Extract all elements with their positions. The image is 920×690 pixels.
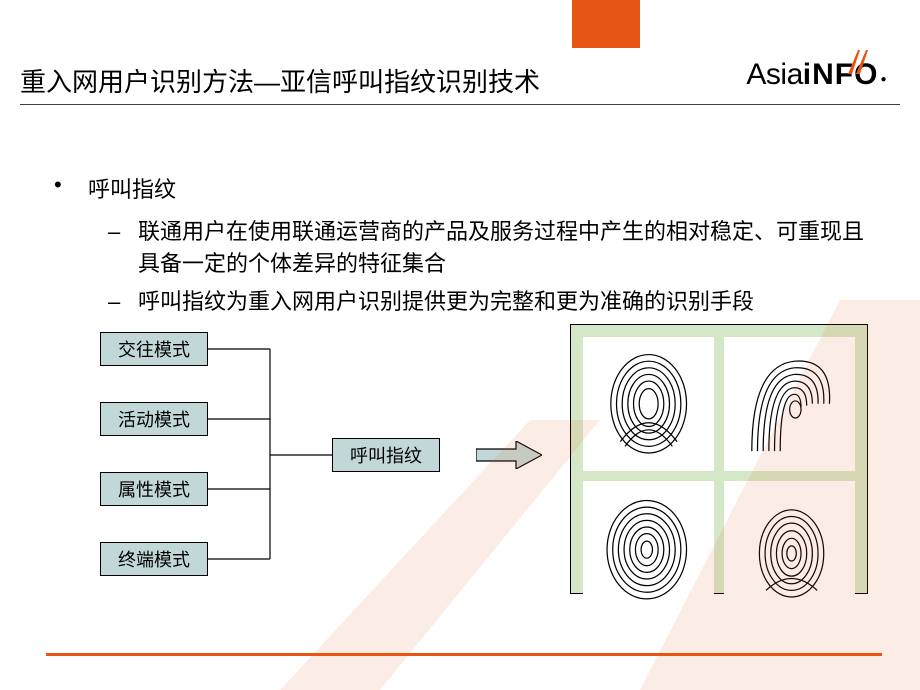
node-n2: 活动模式 bbox=[100, 402, 208, 436]
node-n3: 属性模式 bbox=[100, 472, 208, 506]
bullet-main: 呼叫指纹 bbox=[54, 172, 874, 204]
footer-accent-line bbox=[46, 653, 882, 656]
node-n5: 呼叫指纹 bbox=[332, 438, 440, 472]
fingerprint-4 bbox=[724, 481, 855, 615]
flow-diagram: 交往模式活动模式属性模式终端模式 呼叫指纹 bbox=[80, 320, 880, 610]
logo: AsiaiNFO● bbox=[746, 58, 886, 92]
logo-accent-icon bbox=[842, 46, 872, 76]
node-n1: 交往模式 bbox=[100, 332, 208, 366]
fingerprint-2 bbox=[724, 337, 855, 471]
bullet-list: 呼叫指纹 联通用户在使用联通运营商的产品及服务过程中产生的相对稳定、可重现且具备… bbox=[54, 172, 874, 324]
arrow-icon bbox=[476, 441, 542, 469]
bullet-sub-1: 联通用户在使用联通运营商的产品及服务过程中产生的相对稳定、可重现且具备一定的个体… bbox=[54, 216, 874, 280]
fingerprint-3 bbox=[583, 481, 714, 615]
logo-text-asia: Asia bbox=[746, 58, 802, 91]
title-underline bbox=[20, 104, 900, 105]
fingerprint-1 bbox=[583, 337, 714, 471]
page-title: 重入网用户识别方法—亚信呼叫指纹识别技术 bbox=[20, 62, 540, 99]
node-n4: 终端模式 bbox=[100, 542, 208, 576]
bullet-sub-2: 呼叫指纹为重入网用户识别提供更为完整和更为准确的识别手段 bbox=[54, 286, 874, 318]
logo-dot: ● bbox=[880, 74, 886, 85]
header-accent-block bbox=[572, 0, 640, 48]
fingerprint-frame bbox=[570, 324, 868, 594]
